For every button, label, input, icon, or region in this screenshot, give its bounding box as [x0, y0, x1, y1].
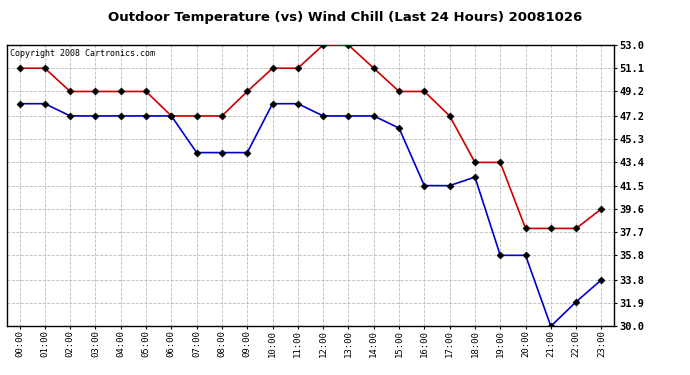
Text: Copyright 2008 Cartronics.com: Copyright 2008 Cartronics.com	[10, 49, 155, 58]
Text: Outdoor Temperature (vs) Wind Chill (Last 24 Hours) 20081026: Outdoor Temperature (vs) Wind Chill (Las…	[108, 11, 582, 24]
